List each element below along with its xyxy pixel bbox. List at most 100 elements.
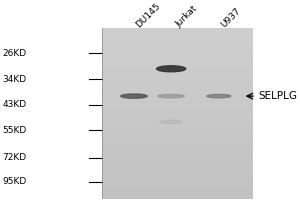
Bar [102,176,253,178]
Bar [102,81,253,82]
Bar [102,175,253,176]
Bar [102,63,253,65]
Bar [102,118,253,120]
Bar [102,72,253,74]
Bar [102,171,253,173]
Bar [102,29,253,31]
Bar [102,128,253,130]
Bar [102,197,253,199]
Bar [102,113,253,115]
Bar [102,190,253,192]
Bar [102,28,253,29]
Bar [102,36,253,38]
Bar [102,135,253,137]
Bar [102,55,253,57]
Bar [102,106,253,108]
Bar [102,115,253,117]
Bar [102,41,253,43]
Text: 26KD: 26KD [3,49,27,58]
Bar [102,60,253,62]
Bar [102,168,253,170]
Bar [102,137,253,139]
Bar [102,132,253,134]
Bar [102,181,253,183]
Bar [102,62,253,64]
Bar [102,38,253,40]
Bar [102,161,253,163]
Bar [102,96,253,98]
Bar [102,195,253,197]
Bar [102,192,253,193]
Bar [102,130,253,132]
Text: DU145: DU145 [134,2,162,29]
Bar [102,91,253,93]
Bar [102,87,253,89]
Text: Jurkat: Jurkat [174,4,199,29]
Bar [102,89,253,91]
Bar [102,180,253,182]
Bar [102,142,253,144]
Bar [102,140,253,142]
Bar [102,79,253,81]
Bar [102,111,253,113]
Bar [102,31,253,33]
Bar [102,46,253,48]
Bar [102,48,253,50]
Text: 95KD: 95KD [3,177,27,186]
Bar [102,93,253,94]
Bar [102,110,253,111]
Bar [102,173,253,175]
Bar [102,58,253,60]
Bar [102,45,253,47]
Text: 43KD: 43KD [3,100,27,109]
Bar [102,152,253,154]
Bar [102,43,253,45]
Bar [102,69,253,70]
Ellipse shape [207,94,231,98]
Bar [102,186,253,188]
Bar [102,53,253,55]
Bar [102,154,253,156]
Bar [102,84,253,86]
Bar [102,127,253,129]
Bar [102,57,253,59]
Bar [102,125,253,127]
Ellipse shape [121,94,147,98]
Text: SELPLG: SELPLG [259,91,298,101]
Bar [102,183,253,185]
Bar [102,104,253,106]
Text: 55KD: 55KD [3,126,27,135]
Bar [102,164,253,166]
Bar [102,86,253,88]
Bar [102,34,253,36]
Ellipse shape [157,66,186,72]
Bar [102,178,253,180]
Bar [102,52,253,53]
Bar [102,122,253,123]
Bar [102,169,253,171]
Bar [102,147,253,149]
Bar [102,120,253,122]
Bar [102,156,253,158]
Bar [102,193,253,195]
Bar [102,65,253,67]
Text: 34KD: 34KD [3,75,27,84]
Bar [102,163,253,164]
Bar [102,98,253,100]
Bar [102,108,253,110]
Bar [102,151,253,152]
Bar [102,134,253,135]
Bar [102,67,253,69]
Bar [102,157,253,159]
Bar [102,116,253,118]
Ellipse shape [160,120,182,123]
Text: 72KD: 72KD [3,153,27,162]
Bar [102,188,253,190]
Bar [102,185,253,187]
Bar [102,40,253,41]
Bar [102,144,253,146]
Ellipse shape [158,94,184,98]
Bar [102,145,253,147]
Bar [102,70,253,72]
Text: U937: U937 [219,6,242,29]
